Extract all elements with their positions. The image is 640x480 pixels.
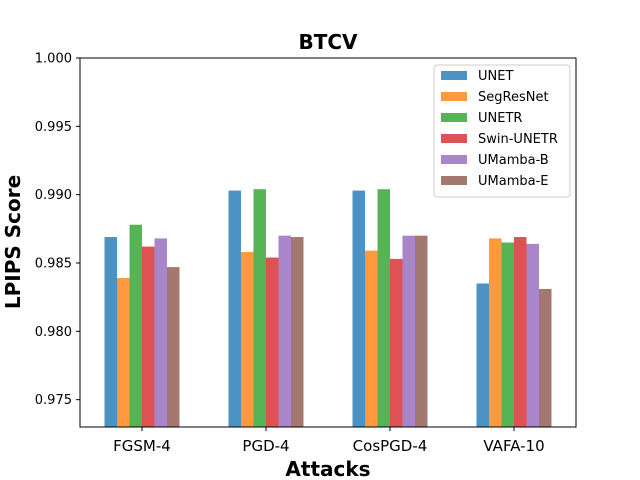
bar-umamba-e-pgd-4 [291, 237, 304, 427]
bar-swin-unetr-fgsm-4 [142, 246, 155, 427]
bar-umamba-b-vafa-10 [526, 243, 539, 427]
bar-unetr-pgd-4 [253, 189, 266, 427]
bar-unet-vafa-10 [476, 283, 489, 427]
legend-label: UMamba-B [478, 153, 549, 168]
legend-label: UNETR [478, 111, 522, 126]
x-axis-label: Attacks [285, 457, 370, 480]
bar-umamba-e-cospgd-4 [415, 235, 428, 427]
bar-umamba-e-fgsm-4 [167, 267, 180, 427]
legend-swatch [441, 92, 467, 101]
bar-unetr-cospgd-4 [377, 189, 390, 427]
y-tick-label: 0.985 [35, 257, 72, 272]
legend-box [433, 64, 571, 198]
bar-umamba-b-pgd-4 [278, 235, 291, 427]
x-axis: FGSM-4 PGD-4 CosPGD-4 VAFA-10 [113, 427, 545, 455]
legend-label: UMamba-E [478, 174, 548, 189]
bar-umamba-b-cospgd-4 [402, 235, 415, 427]
plot-area-frame [79, 57, 577, 428]
bar-segresnet-fgsm-4 [117, 278, 130, 427]
legend-swatch [441, 71, 467, 80]
bar-segresnet-pgd-4 [241, 252, 254, 427]
y-tick-label: 0.975 [35, 393, 72, 408]
x-tick-label: PGD-4 [242, 437, 289, 455]
y-tick-label: 0.980 [35, 325, 72, 340]
bar-unet-fgsm-4 [104, 237, 117, 427]
x-tick-label: CosPGD-4 [353, 437, 428, 455]
bar-umamba-b-fgsm-4 [154, 238, 167, 427]
y-tick-label: 0.990 [35, 188, 72, 203]
bar-swin-unetr-vafa-10 [514, 237, 527, 427]
bar-swin-unetr-pgd-4 [266, 257, 279, 427]
legend-label: UNET [478, 69, 513, 84]
bar-unet-pgd-4 [228, 190, 241, 427]
bar-segresnet-vafa-10 [489, 238, 502, 427]
bar-swin-unetr-cospgd-4 [390, 258, 403, 427]
y-axis: 0.975 0.980 0.985 0.990 0.995 1.000 [35, 52, 80, 408]
legend-label: SegResNet [478, 90, 549, 105]
legend: UNET SegResNet UNETR Swin-UNETR UMamba-B UMam… [433, 64, 571, 198]
y-tick-label: 0.995 [35, 120, 72, 135]
y-tick-label: 1.000 [35, 52, 72, 67]
bar-umamba-e-vafa-10 [539, 288, 552, 427]
bar-segresnet-cospgd-4 [365, 250, 378, 427]
legend-label: Swin-UNETR [478, 132, 558, 147]
bar-unet-cospgd-4 [352, 190, 365, 427]
bar-unetr-fgsm-4 [129, 224, 142, 427]
x-tick-label: VAFA-10 [483, 437, 544, 455]
x-tick-label: FGSM-4 [113, 437, 171, 455]
legend-swatch [441, 134, 467, 143]
bar-unetr-vafa-10 [501, 242, 514, 427]
legend-swatch [441, 113, 467, 122]
legend-swatch [441, 176, 467, 185]
y-axis-label: LPIPS Score [1, 175, 25, 309]
legend-swatch [441, 155, 467, 164]
bars-group [104, 189, 552, 427]
chart-title: BTCV [298, 30, 358, 54]
